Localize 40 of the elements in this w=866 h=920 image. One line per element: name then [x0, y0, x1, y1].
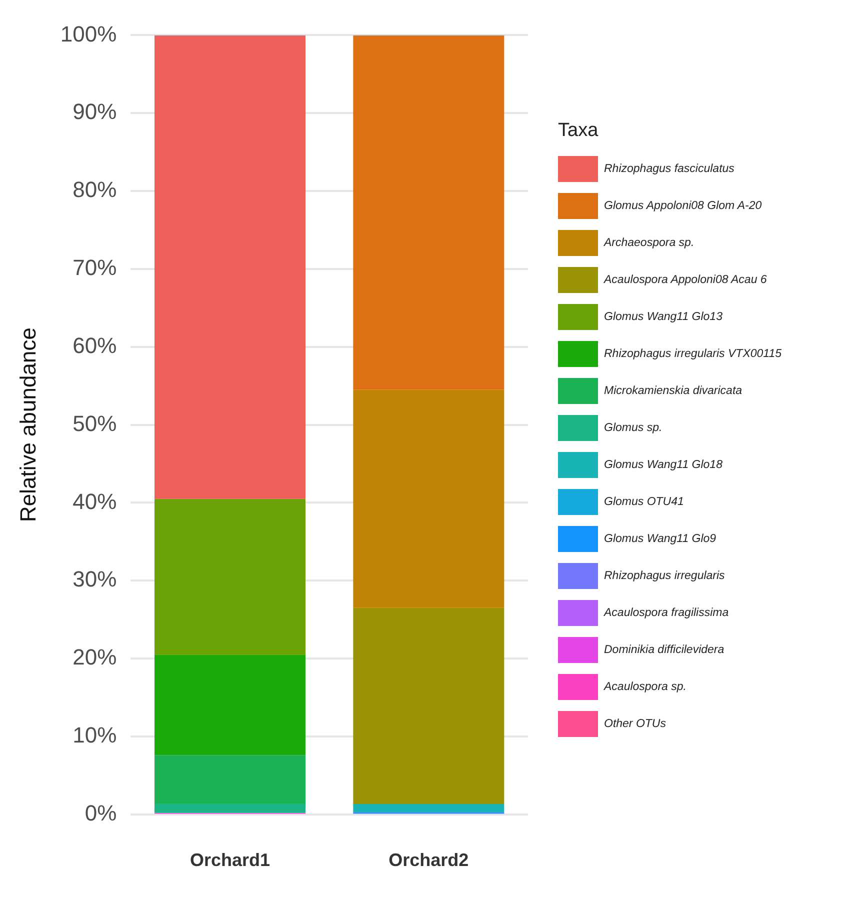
y-axis-title: Relative abundance — [15, 328, 40, 522]
y-tick-label: 30% — [72, 566, 117, 592]
legend-label: Acaulospora Appoloni08 Acau 6 — [604, 274, 767, 286]
y-tick-label: 60% — [72, 332, 117, 358]
y-tick-label: 10% — [72, 722, 117, 748]
x-tick-label: Orchard2 — [388, 850, 469, 870]
bar — [353, 35, 504, 390]
legend-label: Glomus OTU41 — [604, 496, 684, 508]
y-tick-label: 100% — [60, 21, 117, 46]
legend-label: Glomus Appoloni08 Glom A-20 — [604, 200, 762, 212]
bar — [154, 803, 306, 813]
bar — [154, 654, 306, 756]
bar — [353, 608, 504, 804]
legend-label: Acaulospora fragilissima — [604, 606, 729, 618]
legend-label: Other OTUs — [604, 718, 666, 730]
bar — [154, 755, 306, 804]
legend-label: Microkamienskia divaricata — [604, 384, 742, 396]
legend-label: Dominikia difficilevidera — [604, 644, 724, 656]
bar — [154, 35, 306, 499]
y-tick-label: 90% — [72, 99, 117, 124]
x-tick-label: Orchard1 — [190, 850, 270, 870]
y-tick-label: 50% — [72, 410, 117, 436]
legend-label: Glomus Wang11 Glo13 — [604, 310, 722, 322]
y-tick-label: 0% — [84, 800, 117, 826]
bar — [353, 803, 504, 812]
legend-label: Acaulospora sp. — [604, 680, 686, 692]
y-tick-label: 20% — [72, 644, 117, 670]
bar — [353, 390, 504, 608]
legend-label: Archaeospora sp. — [604, 236, 694, 248]
legend-label: Rhizophagus irregularis — [604, 570, 725, 582]
legend-label: Glomus Wang11 Glo9 — [604, 532, 716, 544]
bar — [154, 498, 306, 655]
legend-label: Rhizophagus irregularis VTX00115 — [604, 348, 782, 360]
legend-label: Glomus sp. — [604, 422, 662, 434]
y-tick-label: 70% — [72, 255, 117, 280]
legend-label: Glomus Wang11 Glo18 — [604, 458, 722, 470]
legend-label: Rhizophagus fasciculatus — [604, 162, 734, 174]
y-tick-label: 40% — [72, 488, 117, 514]
y-tick-label: 80% — [72, 177, 117, 202]
legend-title: Taxa — [558, 120, 600, 142]
